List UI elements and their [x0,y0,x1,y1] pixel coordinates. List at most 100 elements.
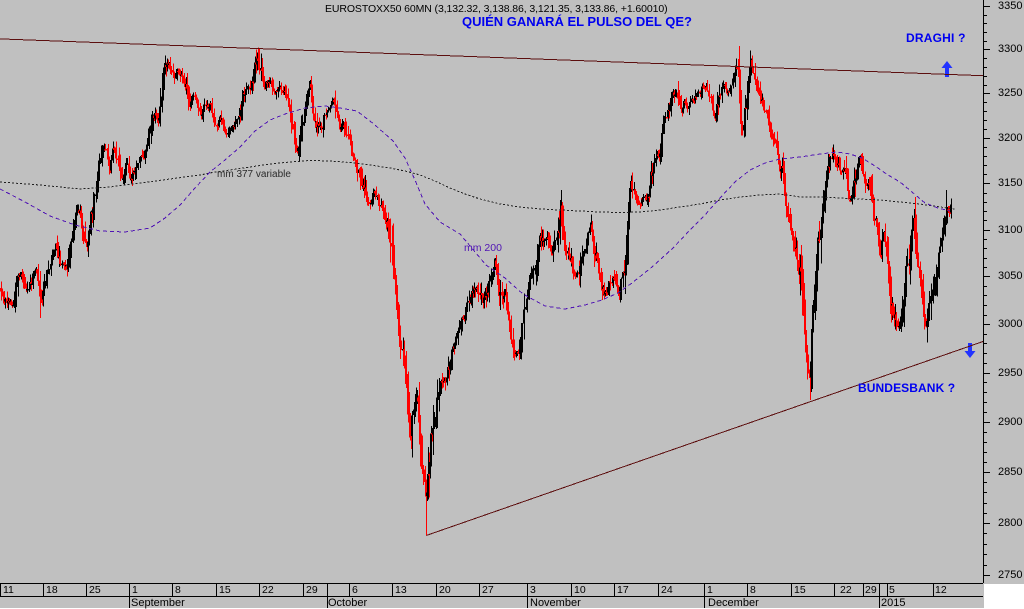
candle-body [234,122,236,127]
candle-body [677,92,679,99]
candle-body [788,217,790,221]
candle-body [350,139,352,146]
candle-body [741,123,743,131]
candle-body [408,397,410,423]
candle-body [589,227,591,233]
price-tick-label: 2900 [998,416,1023,428]
candle-body [175,73,177,79]
candle-body [871,189,873,197]
candle-body [920,277,922,283]
candle-body [275,91,277,94]
candle-body [69,254,71,258]
candle-body [396,289,398,310]
resistance-trendline[interactable] [0,38,983,77]
candle-body [347,134,349,136]
chart-title: EUROSTOXX50 60MN (3,132.32, 3,138.86, 3,… [325,3,668,15]
candle-body [746,98,748,108]
candle-body [625,255,627,272]
candle-body [337,112,339,116]
candle-body [641,199,643,204]
candle-body [202,108,204,115]
week-tick-label: 5 [889,584,895,596]
candle-body [323,114,325,129]
candle-body [246,87,248,90]
candle-body [520,336,522,340]
price-tick-label: 2800 [998,517,1023,529]
candle-body [583,251,585,256]
candle-body [884,232,886,242]
candle-body [777,148,779,156]
candle-body [154,112,156,119]
candle-body [783,168,785,179]
candle-body [656,154,658,159]
candle-body [262,71,264,82]
candle-body [910,247,912,259]
candle-body [310,83,312,88]
candle-body [911,229,913,248]
candle-body [612,277,614,284]
candle-body [378,196,380,206]
candle-body [506,296,508,311]
week-tick-label: 20 [439,584,451,596]
candle-body [422,468,424,470]
candle-body [417,397,419,402]
candle-body [708,91,710,97]
candle-body [133,171,135,174]
candle-body [825,180,827,194]
candle-body [571,257,573,264]
candle-body [490,275,492,282]
candle-body [98,160,100,172]
month-label: December [708,596,759,609]
candle-body [683,101,685,108]
support-trendline[interactable] [426,341,984,536]
candle-body [146,144,148,151]
candle-body [73,229,75,231]
candle-body [331,102,333,106]
candle-body [811,329,813,362]
candle-body [663,122,665,125]
candle-body [890,293,892,306]
candle-body [45,281,47,285]
candle-body [265,81,267,89]
candle-body [2,292,4,297]
candle-body [334,102,336,105]
candle-body [63,262,65,265]
candle-body [718,95,720,106]
candle-body [684,101,686,103]
candle-body [32,273,34,284]
candle-body [711,98,713,104]
candle-body [760,96,762,100]
candle-body [398,319,400,336]
candle-body [293,124,295,130]
candle-body [90,211,92,231]
candle-body [152,115,154,123]
candle-body [596,253,598,259]
candle-body [231,129,233,131]
candle-body [13,301,15,305]
candle-body [864,174,866,184]
candle-body [340,127,342,130]
candle-body [898,325,900,328]
candle-body [858,158,860,166]
candle-body [454,342,456,349]
candle-body [326,112,328,115]
candle-body [300,130,302,135]
candle-body [759,93,761,96]
candle-body [244,94,246,96]
candle-body [280,86,282,90]
candle-body [626,238,628,255]
candle-body [508,314,510,320]
candle-body [503,296,505,299]
candle-body [432,427,434,435]
candle-body [550,248,552,250]
candle-body [751,60,753,68]
candle-body [123,174,125,180]
candle-body [201,114,203,116]
candle-body [950,204,952,213]
candle-body [24,282,26,287]
candle-body [938,252,940,267]
candle-body [946,209,948,219]
candle-body [355,160,357,167]
